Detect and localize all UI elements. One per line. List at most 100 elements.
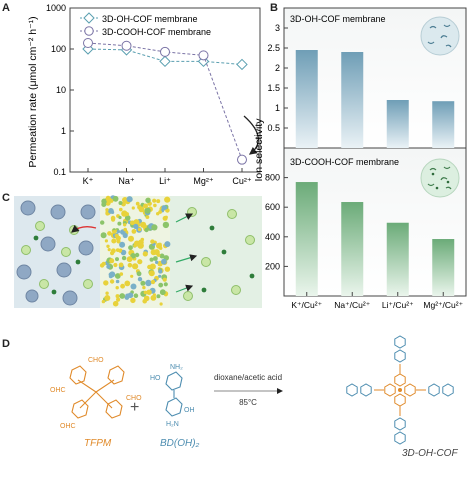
panel-a-x-ticks: K⁺ Na⁺ Li⁺ Mg²⁺ Cu²⁺ [83,168,252,186]
lattice-atom [115,257,119,262]
small-ion [39,279,49,289]
benzene-ring [394,393,406,407]
lattice-atom [118,262,124,268]
product-structure [346,335,454,445]
cu-ion [78,240,94,256]
panel-c-illustration [14,195,262,308]
lattice-atom [118,215,122,220]
lattice-atom [161,258,167,265]
lattice-atom [131,206,135,210]
lattice-atom [115,286,119,290]
benzene-ring [360,383,372,397]
bond [79,391,97,409]
lattice-atom [159,289,166,296]
x-tick-label: Na⁺/Cu²⁺ [334,300,370,310]
water-molecule [221,249,227,255]
lattice-atom [163,205,168,210]
y-tick-label: 1 [61,126,66,136]
cu-ions [16,200,96,306]
lattice-atom [133,293,139,299]
benzene-ring [428,383,440,397]
lattice-atom [126,196,133,203]
lattice-atom [159,253,165,259]
lattice-atom [126,256,133,263]
benzene-ring [394,431,406,445]
lattice-atom [124,215,131,221]
lattice-atom [110,215,116,221]
lattice-atom [138,206,145,213]
benzene-ring [71,399,89,419]
panel-b-top-y-ticks: 0.5 1 1.5 2 2.5 3 [267,23,288,133]
benzene-ring [69,365,87,385]
x-tick-label: K⁺ [83,176,94,186]
panel-label-c: C [2,192,10,204]
membrane-disc-oh [420,16,460,56]
selectivity-bar-cooh [341,202,364,296]
small-ion [231,285,241,295]
small-ion [227,209,237,219]
data-point-oh [159,55,171,68]
legend-marker-oh [83,12,95,24]
panel-b-top-title: 3D-OH-COF membrane [290,14,386,24]
lattice-atom [116,297,121,302]
y-tick-label: 800 [265,173,280,183]
lattice-atom [123,227,127,232]
small-ion [183,291,193,301]
lattice-atom [132,263,139,270]
lattice-atom [110,251,115,256]
panel-label-b: B [270,2,278,14]
y-tick-label: 0.5 [267,123,280,133]
lattice-atom [112,195,119,202]
lattice-atom [137,259,143,265]
lattice-atom [114,233,119,238]
lattice-atom [164,215,168,219]
panel-a-y-ticks: 1000 100 10 1 0.1 [46,3,74,177]
plus-sign: + [130,399,139,416]
lattice-atom [149,263,156,270]
cho-label-top: CHO [88,357,104,364]
benzene-ring [442,383,454,397]
lattice-atom [131,229,137,234]
water-molecule [249,273,255,279]
selectivity-bar-oh [295,50,318,148]
membrane-disc-cooh [420,158,460,198]
cu-ion [62,290,78,306]
lattice-atom [123,223,127,227]
lattice-atom [109,258,115,264]
lattice-atom [164,241,171,248]
lattice-atom [143,290,148,295]
lattice-atom [149,257,154,262]
lattice-atom [146,289,152,295]
lattice-atom [130,297,136,304]
panel-b-chart: 3D-OH-COF membrane 3D-COOH-COF membrane … [253,7,467,310]
small-ion [61,247,71,257]
lattice-atom [130,253,136,259]
benzene-ring [394,349,406,363]
selectivity-bar-cooh [295,182,318,296]
selectivity-bar-cooh [432,239,455,296]
lattice-atom [134,252,140,258]
panel-label-d: D [2,338,10,350]
legend-label-cooh: 3D-COOH-COF membrane [102,27,211,37]
ho-label: HO [150,375,161,382]
lattice-atom [119,272,124,276]
lattice-atom [158,282,164,288]
lattice-atom [105,291,109,295]
lattice-atom [119,293,126,299]
lattice-atom [111,210,115,214]
cu-ion [16,264,32,280]
lattice-atom [130,220,135,226]
pore-strands-oh [427,24,452,48]
lattice-atom [145,215,150,220]
cu-ion [20,200,36,216]
lattice-atom [140,280,146,286]
lattice-atom [101,198,107,205]
lattice-atom [150,279,156,285]
panel-a-plot-area [69,7,261,173]
water-molecule [75,259,81,265]
water-molecule [33,235,39,241]
y-tick-label: 2.5 [267,43,280,53]
benzene-ring [107,365,125,385]
lattice-atom [162,221,170,229]
water-molecule [201,287,207,293]
